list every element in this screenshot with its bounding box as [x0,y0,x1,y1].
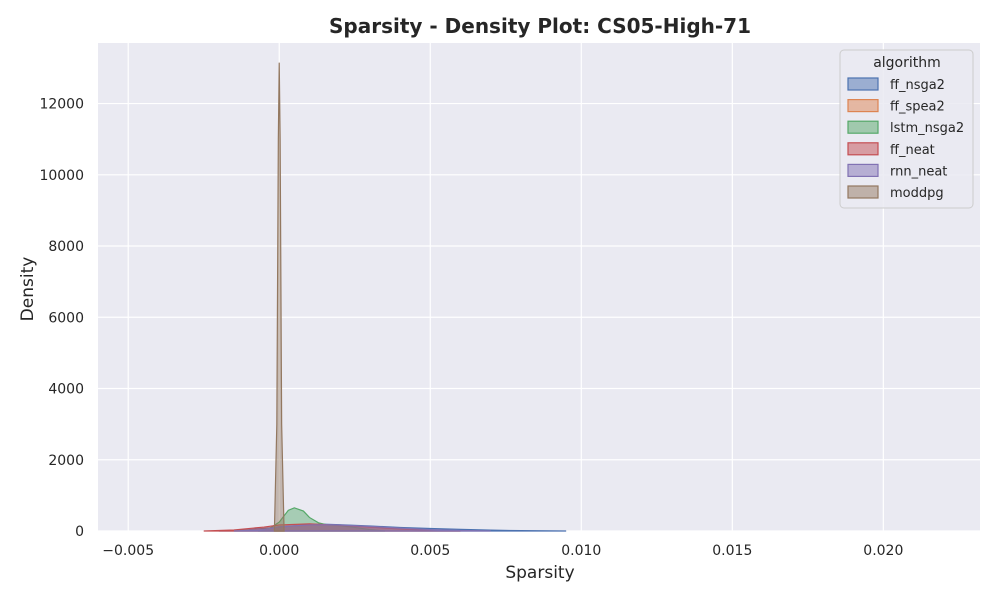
legend-swatch-ff_spea2 [847,98,879,113]
series-layer [203,62,567,532]
chart-title: Sparsity - Density Plot: CS05-High-71 [329,14,751,38]
x-tick-label: 0.015 [712,543,752,559]
legend-swatch-ff_neat [847,142,879,156]
legend-label-ff_neat: ff_neat [890,143,935,158]
x-tick-label: 0.000 [259,543,299,559]
y-axis-label: Density [18,257,38,322]
legend-title: algorithm [873,55,941,71]
y-tick-label: 4000 [48,382,84,398]
y-tick-label: 12000 [39,97,84,113]
y-tick-label: 10000 [39,168,84,184]
grid-lines [98,43,980,532]
y-tick-label: 2000 [48,453,84,469]
legend-label-moddpg: moddpg [890,186,944,201]
x-tick-label: 0.005 [410,543,450,559]
y-tick-label: 0 [75,524,84,540]
legend-label-ff_spea2: ff_spea2 [890,100,945,115]
legend-items: ff_nsga2 ff_spea2 lstm_nsga2 ff_neat rnn_nea… [847,77,964,201]
series-area-moddpg [273,62,285,532]
x-axis-label: Sparsity [505,563,574,583]
x-tick-label: −0.005 [102,543,154,559]
y-tick-label: 6000 [48,310,84,326]
legend: algorithm ff_nsga2ff_spea2lstm_nsga2ff_n… [839,49,974,209]
legend-swatch-moddpg [847,185,879,199]
x-tick-label: 0.010 [561,543,601,559]
legend-swatch-ff_nsga2 [847,77,879,91]
legend-label-rnn_neat: rnn_neat [890,164,947,179]
legend-swatch-rnn_neat [847,163,879,177]
legend-swatch-lstm_nsga2 [847,120,879,134]
series-area-lstm_nsga2 [257,507,386,532]
legend-label-ff_nsga2: ff_nsga2 [890,78,945,93]
tick-labels: −0.005 0.000 0.005 0.010 0.015 0.020 0 2000 4000… [39,97,903,559]
x-tick-label: 0.020 [863,543,903,559]
y-tick-label: 8000 [48,239,84,255]
legend-label-lstm_nsga2: lstm_nsga2 [890,121,964,136]
plot-area [98,43,980,531]
